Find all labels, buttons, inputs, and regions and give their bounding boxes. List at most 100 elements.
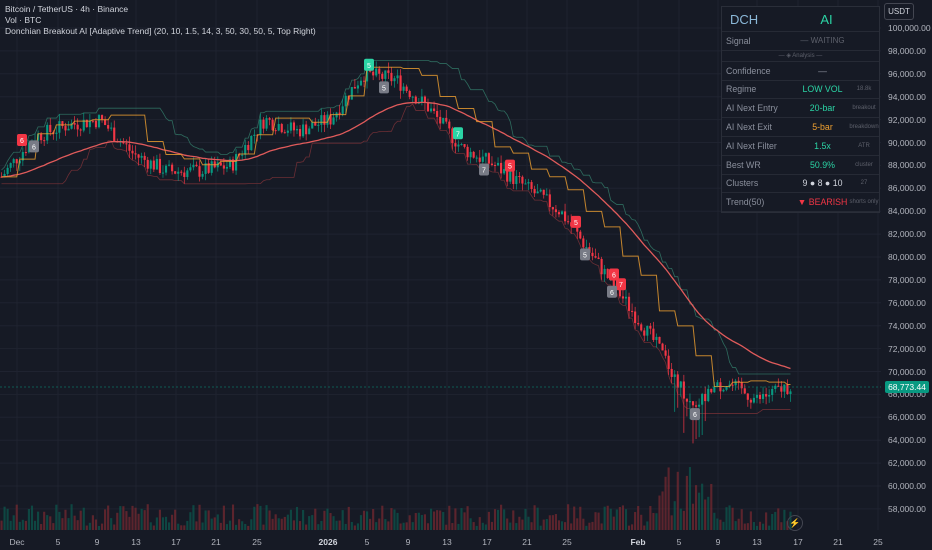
- candle-body: [61, 121, 64, 127]
- signal-marker-exit: 6: [29, 140, 39, 153]
- candle-body: [774, 385, 777, 389]
- volume-bar: [734, 521, 737, 530]
- volume-legend[interactable]: Vol · BTC: [5, 15, 42, 25]
- volume-bar: [289, 509, 292, 530]
- volume-bar: [688, 467, 692, 530]
- volume-bar: [155, 517, 158, 530]
- panel-row-label: AI Next Entry: [726, 103, 778, 114]
- volume-bar: [362, 510, 366, 530]
- volume-bar: [94, 519, 98, 530]
- volume-bar: [597, 512, 600, 530]
- volume-bar: [624, 509, 628, 530]
- candle-body: [219, 162, 222, 166]
- volume-bar: [143, 510, 146, 530]
- volume-bar: [76, 520, 79, 530]
- panel-row-note: breakout: [852, 105, 876, 112]
- candle-body: [302, 124, 305, 137]
- volume-bar: [631, 524, 634, 530]
- volume-bar: [274, 514, 277, 530]
- volume-bar: [576, 518, 579, 530]
- panel-row-value: LOW VOL: [802, 84, 843, 95]
- time-tick-label: 9: [405, 537, 411, 547]
- candle-body: [496, 162, 500, 166]
- candle-body: [183, 172, 186, 177]
- candle-body: [643, 330, 646, 336]
- candle-body: [0, 176, 3, 178]
- candle-body: [192, 164, 195, 168]
- candle-body: [530, 182, 533, 190]
- time-tick-label: 5: [676, 537, 682, 547]
- candle-body: [210, 161, 213, 173]
- candle-body: [722, 389, 725, 392]
- panel-row: Regime LOW VOL 18.8k: [722, 81, 879, 100]
- volume-bar: [515, 523, 518, 530]
- candle-body: [259, 119, 262, 135]
- indicator-legend[interactable]: Donchian Breakout AI [Adaptive Trend] (2…: [5, 26, 316, 36]
- volume-bar: [161, 517, 165, 530]
- volume-bar: [298, 521, 302, 530]
- candle-body: [786, 384, 789, 395]
- signal-label: Signal: [726, 35, 751, 46]
- candle-body: [664, 350, 667, 356]
- panel-row-label: Best WR: [726, 159, 761, 170]
- volume-bar: [40, 524, 43, 530]
- signal-label: 6: [693, 412, 697, 419]
- signal-label: 5: [382, 85, 386, 92]
- volume-bar: [585, 525, 588, 530]
- price-tick-label: 74,000.00: [888, 320, 926, 331]
- candle-body: [143, 155, 146, 160]
- volume-bar: [481, 522, 484, 530]
- candle-body: [27, 142, 31, 153]
- volume-bar: [609, 508, 612, 530]
- price-tick-label: 78,000.00: [888, 274, 926, 285]
- candle-body: [710, 388, 713, 393]
- volume-bar: [344, 523, 347, 530]
- candle-body: [277, 124, 280, 131]
- volume-bar: [88, 522, 91, 530]
- candle-body: [350, 87, 353, 100]
- volume-bar: [673, 501, 676, 530]
- volume-bar: [475, 525, 478, 530]
- volume-bar: [573, 506, 576, 530]
- volume-bar: [670, 515, 673, 530]
- volume-bar: [9, 520, 12, 530]
- volume-bar: [472, 522, 475, 530]
- volume-bar: [64, 509, 67, 530]
- panel-title: DCH: [730, 11, 759, 27]
- candle-body: [298, 128, 302, 137]
- volume-bar: [222, 505, 225, 530]
- volume-bar: [704, 499, 707, 530]
- candle-body: [128, 144, 131, 151]
- volume-bar: [134, 507, 137, 530]
- signal-label: 6: [610, 290, 614, 297]
- volume-bar: [554, 514, 557, 530]
- candle-body: [728, 384, 731, 387]
- volume-bar: [487, 511, 490, 530]
- price-tick-label: 64,000.00: [888, 435, 926, 446]
- volume-bar: [137, 513, 140, 530]
- candle-body: [612, 275, 615, 287]
- price-tick-label: 96,000.00: [888, 68, 926, 79]
- candle-body: [478, 157, 481, 162]
- volume-bar: [454, 508, 457, 530]
- candle-body: [521, 176, 524, 184]
- symbol-title[interactable]: Bitcoin / TetherUS · 4h · Binance: [5, 4, 129, 14]
- volume-bar: [506, 518, 509, 530]
- candle-body: [329, 114, 332, 125]
- volume-bar: [457, 523, 460, 530]
- candle-body: [265, 118, 268, 129]
- volume-bar: [621, 505, 625, 530]
- volume-bar: [308, 516, 311, 530]
- signal-marker-short: 5: [505, 159, 515, 172]
- volume-bar: [350, 521, 353, 530]
- volume-bar: [685, 475, 688, 530]
- volume-bar: [698, 492, 701, 530]
- candle-body: [685, 398, 688, 402]
- candle-body: [155, 158, 158, 170]
- currency-selector[interactable]: USDT: [884, 3, 914, 20]
- time-tick-label: 21: [522, 537, 532, 547]
- time-tick-label: 5: [55, 537, 61, 547]
- volume-bar: [652, 512, 655, 530]
- lightning-icon[interactable]: ⚡: [787, 515, 803, 531]
